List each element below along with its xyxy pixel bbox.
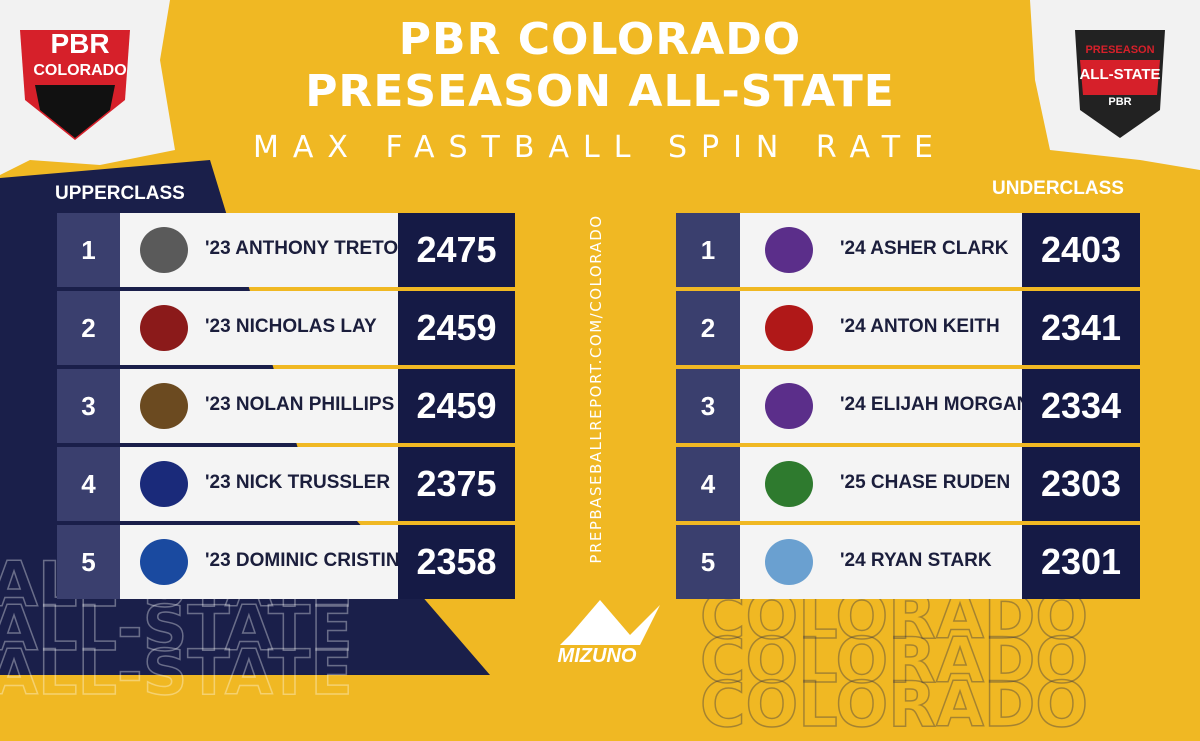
player-name: '23 NICK TRUSSLER	[205, 472, 391, 493]
spin-rate: 2341	[1022, 291, 1140, 365]
team-logo	[140, 383, 188, 429]
rank: 4	[676, 447, 740, 521]
ranking-row: 4 '23 NICK TRUSSLER 2375	[57, 447, 515, 521]
player-name: '24 ELIJAH MORGAN	[840, 394, 1031, 415]
ranking-row: 5 '24 RYAN STARK 2301	[676, 525, 1140, 599]
section-heading: UNDERCLASS	[992, 178, 1124, 199]
rank: 2	[57, 291, 120, 365]
player-name: '23 NICHOLAS LAY	[205, 316, 377, 337]
player-cell: '24 ANTON KEITH	[740, 291, 1022, 365]
logo-text: PRESEASON	[1085, 44, 1155, 56]
spin-rate: 2303	[1022, 447, 1140, 521]
player-name: '24 RYAN STARK	[840, 550, 992, 571]
title: PRESEASON ALL-STATE	[305, 66, 895, 117]
spin-rate: 2375	[398, 447, 515, 521]
team-logo	[140, 461, 188, 507]
rank: 4	[57, 447, 120, 521]
logo-text: COLORADO	[33, 62, 127, 79]
spin-rate: 2301	[1022, 525, 1140, 599]
rank: 1	[57, 213, 120, 287]
ranking-row: 3 '24 ELIJAH MORGAN 2334	[676, 369, 1140, 443]
team-logo	[140, 539, 188, 585]
watermark: COLORADO	[699, 667, 1089, 741]
player-name: '23 NOLAN PHILLIPS	[205, 394, 395, 415]
player-name: '23 ANTHONY TRETO	[205, 238, 399, 259]
team-logo	[140, 227, 188, 273]
player-cell: '23 NOLAN PHILLIPS	[120, 369, 398, 443]
player-name: '23 DOMINIC CRISTINZIO	[205, 550, 432, 571]
ranking-row: 2 '24 ANTON KEITH 2341	[676, 291, 1140, 365]
team-logo	[765, 305, 813, 351]
player-cell: '23 NICK TRUSSLER	[120, 447, 398, 521]
spin-rate: 2475	[398, 213, 515, 287]
ranking-row: 2 '23 NICHOLAS LAY 2459	[57, 291, 515, 365]
rank: 3	[57, 369, 120, 443]
team-logo	[765, 227, 813, 273]
player-name: '25 CHASE RUDEN	[840, 472, 1011, 493]
team-logo	[765, 539, 813, 585]
sponsor: MIZUNO	[557, 645, 637, 667]
ranking-row: 4 '25 CHASE RUDEN 2303	[676, 447, 1140, 521]
team-logo	[765, 461, 813, 507]
title: PBR COLORADO	[398, 14, 802, 65]
spin-rate: 2459	[398, 369, 515, 443]
rank: 5	[676, 525, 740, 599]
spin-rate: 2334	[1022, 369, 1140, 443]
spin-rate: 2459	[398, 291, 515, 365]
team-logo	[765, 383, 813, 429]
logo-text: PBR	[1108, 96, 1132, 108]
spin-rate: 2358	[398, 525, 515, 599]
logo-text: PBR	[50, 28, 110, 59]
player-cell: '24 RYAN STARK	[740, 525, 1022, 599]
ranking-row: 1 '23 ANTHONY TRETO 2475	[57, 213, 515, 287]
rank: 1	[676, 213, 740, 287]
player-cell: '23 ANTHONY TRETO	[120, 213, 398, 287]
watermark: ALL-STATE	[0, 591, 353, 666]
logo-text: ALL-STATE	[1079, 66, 1161, 83]
player-cell: '25 CHASE RUDEN	[740, 447, 1022, 521]
subtitle: MAX FASTBALL SPIN RATE	[252, 130, 947, 165]
ranking-row: 1 '24 ASHER CLARK 2403	[676, 213, 1140, 287]
rank: 5	[57, 525, 120, 599]
section-heading: UPPERCLASS	[55, 183, 185, 204]
player-cell: '24 ELIJAH MORGAN	[740, 369, 1030, 443]
website: PREPBASEBALLREPORT.COM/COLORADO	[587, 214, 605, 564]
team-logo	[140, 305, 188, 351]
spin-rate: 2403	[1022, 213, 1140, 287]
player-cell: '24 ASHER CLARK	[740, 213, 1022, 287]
watermark: ALL-STATE	[0, 635, 353, 710]
rank: 3	[676, 369, 740, 443]
player-cell: '23 NICHOLAS LAY	[120, 291, 398, 365]
player-name: '24 ANTON KEITH	[840, 316, 1000, 337]
ranking-row: 5 '23 DOMINIC CRISTINZIO 2358	[57, 525, 515, 599]
player-cell: '23 DOMINIC CRISTINZIO	[120, 525, 431, 599]
player-name: '24 ASHER CLARK	[840, 238, 1009, 259]
ranking-row: 3 '23 NOLAN PHILLIPS 2459	[57, 369, 515, 443]
rank: 2	[676, 291, 740, 365]
